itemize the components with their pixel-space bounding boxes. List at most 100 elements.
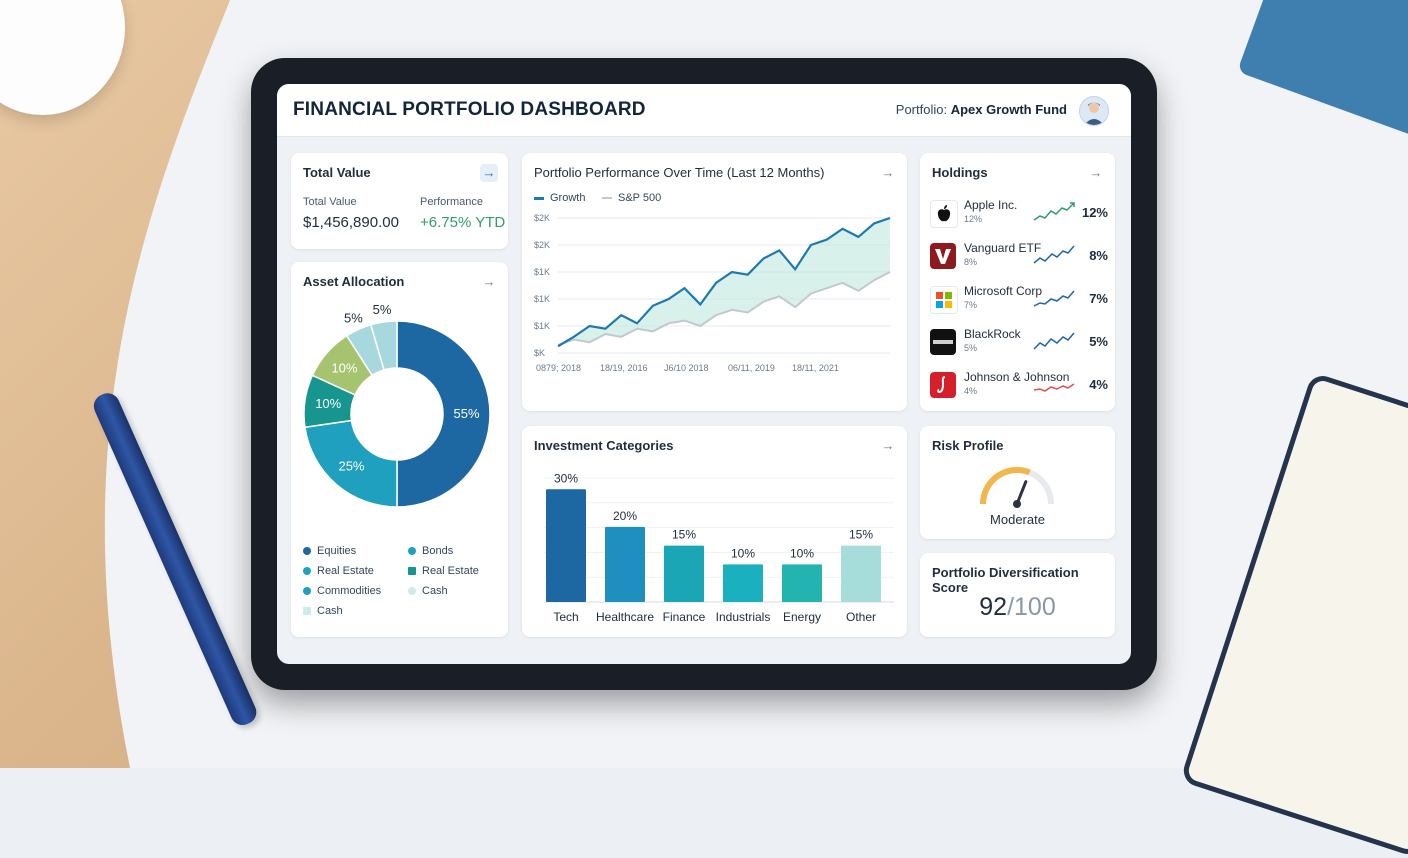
- legend-label: Cash: [422, 585, 448, 597]
- legend-label: Cash: [317, 605, 343, 617]
- holding-row[interactable]: Microsoft Corp 7% 7%: [930, 282, 1108, 318]
- portfolio-prefix: Portfolio:: [895, 102, 948, 117]
- sparkline-up-icon: [1033, 202, 1075, 221]
- portfolio-selector[interactable]: Portfolio: Apex Growth Fund: [896, 102, 1067, 117]
- x-tick-label: 06/11, 2019: [728, 363, 775, 373]
- line-chart: $2K $2K $1K $1K $1K $K 0879; 2018 18/19, 2016 J6…: [534, 213, 891, 373]
- legend-item: Commodities: [303, 585, 381, 597]
- slice-label: 5%: [344, 310, 363, 325]
- diversification-card: Portfolio Diversification Score 92/100: [920, 553, 1115, 637]
- bar-chart: 30% Tech 20% Healthcare 15% Finance 10% Industr…: [544, 471, 894, 624]
- holding-name: Apple Inc.: [964, 198, 1018, 212]
- category-label: Other: [846, 610, 876, 624]
- card-title: Investment Categories: [534, 438, 674, 453]
- x-tick-label: 18/11, 2021: [792, 363, 839, 373]
- bar-value-label: 10%: [731, 546, 755, 560]
- holding-row[interactable]: BlackRock 5% 5%: [930, 325, 1108, 361]
- bar: [664, 545, 704, 602]
- performance-chart-card: Portfolio Performance Over Time (Last 12…: [522, 153, 907, 411]
- diversification-score: 92/100: [920, 593, 1115, 622]
- holding-row[interactable]: Vanguard ETF 8% 8%: [930, 239, 1108, 275]
- holding-row[interactable]: Johnson & Johnson 4% 4%: [930, 368, 1108, 404]
- bar-value-label: 15%: [672, 528, 696, 542]
- risk-level: Moderate: [990, 512, 1045, 527]
- legend-item: Bonds: [408, 545, 453, 557]
- category-label: Industrials: [716, 610, 771, 624]
- microsoft-logo-icon: [930, 286, 958, 314]
- sparkline-up-icon: [1033, 290, 1075, 307]
- bar-value-label: 30%: [554, 471, 578, 485]
- holding-weight: 7%: [964, 300, 978, 310]
- gauge-arc: [980, 467, 1054, 505]
- bar: [723, 564, 763, 602]
- score-value: 92: [979, 593, 1008, 621]
- legend-item: Cash: [303, 605, 343, 617]
- legend-label: S&P 500: [618, 192, 662, 204]
- risk-gauge: [980, 467, 1054, 508]
- card-title: Portfolio Performance Over Time (Last 12…: [534, 165, 825, 180]
- legend-swatch: [303, 587, 311, 596]
- legend-label: Real Estate: [422, 565, 479, 577]
- card-title: Portfolio Diversification Score: [932, 565, 1079, 595]
- category-label: Finance: [663, 610, 706, 624]
- holding-row[interactable]: Apple Inc. 12% 12%: [930, 196, 1108, 232]
- vanguard-logo-icon: [930, 243, 956, 269]
- holding-name: BlackRock: [964, 327, 1021, 341]
- legend-swatch: [408, 587, 416, 596]
- donut-chart: 55% 25% 10% 10% 5% 5%: [303, 302, 491, 508]
- legend-sp500: S&P 500: [602, 192, 661, 204]
- johnson-logo-icon: [930, 372, 956, 398]
- holding-name: Johnson & Johnson: [964, 370, 1070, 384]
- arrow-right-icon[interactable]: →: [881, 165, 895, 180]
- score-max: /100: [1007, 593, 1056, 621]
- performance-label: Performance: [420, 196, 483, 208]
- legend-swatch: [303, 547, 311, 556]
- card-title: Total Value: [303, 165, 371, 180]
- bar: [782, 564, 822, 602]
- legend-swatch: [534, 196, 544, 200]
- gauge-hub: [1013, 500, 1021, 508]
- bar-value-label: 15%: [849, 528, 873, 542]
- arrow-right-icon[interactable]: →: [881, 438, 895, 453]
- total-value-amount: $1,456,890.00: [303, 214, 399, 231]
- legend-growth: Growth: [534, 192, 585, 204]
- asset-allocation-card: Asset Allocation → 55% 25% 10% 10% 5% 5% Equi…: [291, 262, 508, 637]
- legend-item: Real Estate: [408, 565, 479, 577]
- sparkline-up-icon: [1033, 245, 1075, 264]
- arrow-right-icon[interactable]: →: [482, 274, 496, 289]
- holding-weight: 4%: [964, 386, 978, 396]
- y-tick-label: $1K: [534, 267, 550, 277]
- y-tick-label: $1K: [534, 321, 550, 331]
- legend-swatch: [303, 607, 311, 616]
- card-title: Risk Profile: [932, 438, 1004, 453]
- total-value-card: Total Value → Total Value $1,456,890.00 …: [291, 153, 508, 249]
- slice-label: 10%: [331, 360, 357, 375]
- holding-percent: 8%: [1089, 248, 1108, 263]
- holding-percent: 7%: [1089, 291, 1108, 306]
- sp500-line: [557, 271, 891, 346]
- avatar[interactable]: [1079, 96, 1109, 126]
- growth-area: [558, 218, 890, 347]
- legend-item: Real Estate: [303, 565, 374, 577]
- holding-percent: 4%: [1089, 377, 1108, 392]
- arrow-right-icon[interactable]: →: [1089, 165, 1103, 180]
- slice-label: 25%: [338, 459, 364, 474]
- slice-label: 55%: [453, 406, 479, 421]
- arrow-right-icon[interactable]: →: [480, 164, 498, 182]
- category-label: Tech: [553, 610, 578, 624]
- legend-label: Bonds: [422, 545, 454, 557]
- investment-categories-card: Investment Categories → 30% Tech 20% Health…: [522, 426, 907, 637]
- card-title: Holdings: [932, 165, 988, 180]
- gauge-needle: [1015, 480, 1028, 506]
- bar: [546, 489, 586, 602]
- holding-weight: 5%: [964, 343, 978, 353]
- holding-weight: 12%: [964, 214, 983, 224]
- donut-slice: [304, 419, 398, 508]
- holding-weight: 8%: [964, 257, 978, 267]
- bar-value-label: 10%: [790, 546, 814, 560]
- sparkline-flat-icon: [1033, 383, 1075, 392]
- legend-swatch: [408, 567, 416, 576]
- holding-percent: 5%: [1089, 334, 1108, 349]
- blackrock-logo-icon: [930, 329, 956, 355]
- category-label: Healthcare: [596, 610, 654, 624]
